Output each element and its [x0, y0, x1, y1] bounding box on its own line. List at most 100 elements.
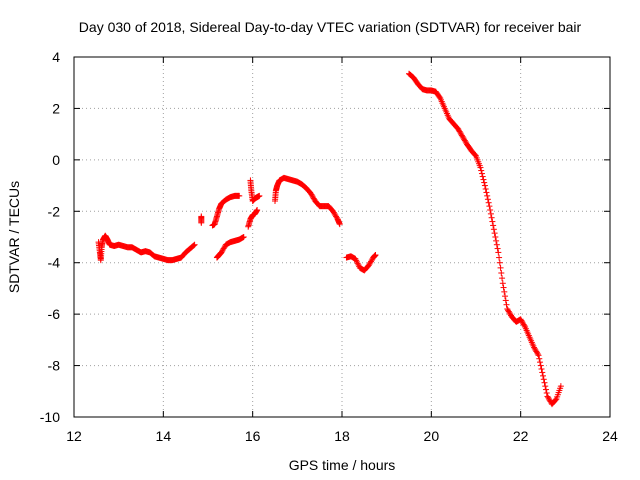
data-point — [517, 316, 524, 323]
data-point — [481, 182, 488, 189]
grid-lines — [74, 57, 610, 417]
x-tick-label: 14 — [156, 428, 172, 444]
data-point — [219, 246, 226, 253]
axis-ticks — [73, 56, 611, 418]
x-tick-labels: 12 14 16 18 20 22 24 — [66, 428, 618, 444]
data-point — [543, 390, 550, 396]
y-axis-label: SDTVAR / TECUs — [6, 181, 22, 293]
data-point — [478, 167, 485, 174]
data-point — [461, 136, 468, 143]
data-point — [190, 242, 197, 249]
data-point — [492, 234, 499, 240]
y-tick-label: 4 — [52, 49, 60, 65]
data-point — [331, 210, 338, 217]
data-point — [256, 192, 263, 199]
x-tick-label: 24 — [602, 428, 618, 444]
data-points — [95, 70, 564, 408]
y-tick-label: -8 — [48, 358, 61, 374]
data-point — [506, 309, 513, 316]
x-axis-label: GPS time / hours — [289, 457, 396, 473]
data-point — [534, 349, 541, 356]
data-point — [537, 362, 544, 369]
data-point — [219, 248, 226, 255]
data-point — [458, 132, 465, 139]
data-point — [218, 249, 225, 256]
x-tick-label: 22 — [513, 428, 529, 444]
data-point — [236, 192, 243, 199]
x-tick-label: 20 — [424, 428, 440, 444]
data-point — [520, 321, 527, 328]
data-point — [502, 293, 509, 300]
data-point — [485, 199, 492, 206]
data-point — [540, 372, 546, 379]
data-point — [535, 352, 542, 359]
data-point — [504, 306, 511, 312]
data-point — [366, 261, 373, 267]
data-point — [519, 318, 526, 325]
data-point — [307, 190, 314, 197]
data-point — [519, 320, 526, 327]
data-point — [521, 322, 528, 329]
data-point — [557, 383, 564, 390]
data-point — [461, 137, 468, 144]
data-point — [479, 173, 486, 180]
data-point — [482, 186, 489, 192]
data-point — [493, 241, 500, 248]
data-point — [367, 259, 374, 266]
data-point — [545, 396, 552, 402]
data-point — [198, 219, 205, 226]
data-point — [490, 226, 497, 233]
data-point — [546, 397, 553, 404]
data-point — [190, 243, 197, 249]
data-point — [505, 308, 512, 315]
data-point — [484, 192, 491, 199]
data-point — [537, 359, 544, 366]
data-point — [496, 259, 503, 266]
data-point — [500, 284, 507, 291]
y-tick-label: 2 — [52, 100, 60, 116]
data-point — [545, 394, 552, 401]
data-point — [458, 131, 465, 138]
data-point — [486, 203, 493, 210]
data-point — [191, 241, 198, 248]
data-point — [544, 393, 551, 400]
data-point — [533, 348, 540, 355]
x-tick-label: 12 — [66, 428, 82, 444]
data-point — [505, 307, 512, 314]
data-point — [491, 230, 498, 237]
data-point — [498, 270, 505, 276]
data-point — [499, 275, 506, 282]
data-point — [478, 170, 485, 177]
x-tick-label: 18 — [334, 428, 350, 444]
y-tick-label: -4 — [48, 255, 61, 271]
y-tick-label: -6 — [48, 306, 61, 322]
data-point — [220, 245, 227, 252]
data-point — [503, 301, 510, 308]
data-point — [487, 210, 494, 217]
data-point — [456, 128, 463, 135]
data-point — [455, 126, 462, 132]
data-point — [308, 191, 315, 198]
data-point — [518, 317, 525, 324]
data-point — [484, 196, 491, 203]
y-tick-label: -10 — [40, 409, 60, 425]
chart-title: Day 030 of 2018, Sidereal Day-to-day VTE… — [79, 19, 582, 35]
y-tick-label: 0 — [52, 152, 60, 168]
data-point — [538, 366, 545, 372]
data-point — [481, 179, 488, 186]
data-point — [309, 194, 316, 201]
data-point — [502, 297, 509, 304]
y-tick-label: -2 — [48, 203, 61, 219]
data-point — [541, 379, 548, 386]
data-point — [532, 347, 539, 354]
data-point — [330, 209, 337, 216]
data-point — [542, 386, 549, 393]
data-point — [368, 258, 375, 265]
data-point — [552, 396, 559, 403]
data-point — [499, 280, 506, 287]
data-point — [365, 262, 372, 269]
y-tick-labels: -10 -8 -6 -4 -2 0 2 4 — [40, 49, 60, 425]
data-point — [534, 351, 541, 357]
data-point — [494, 245, 501, 252]
